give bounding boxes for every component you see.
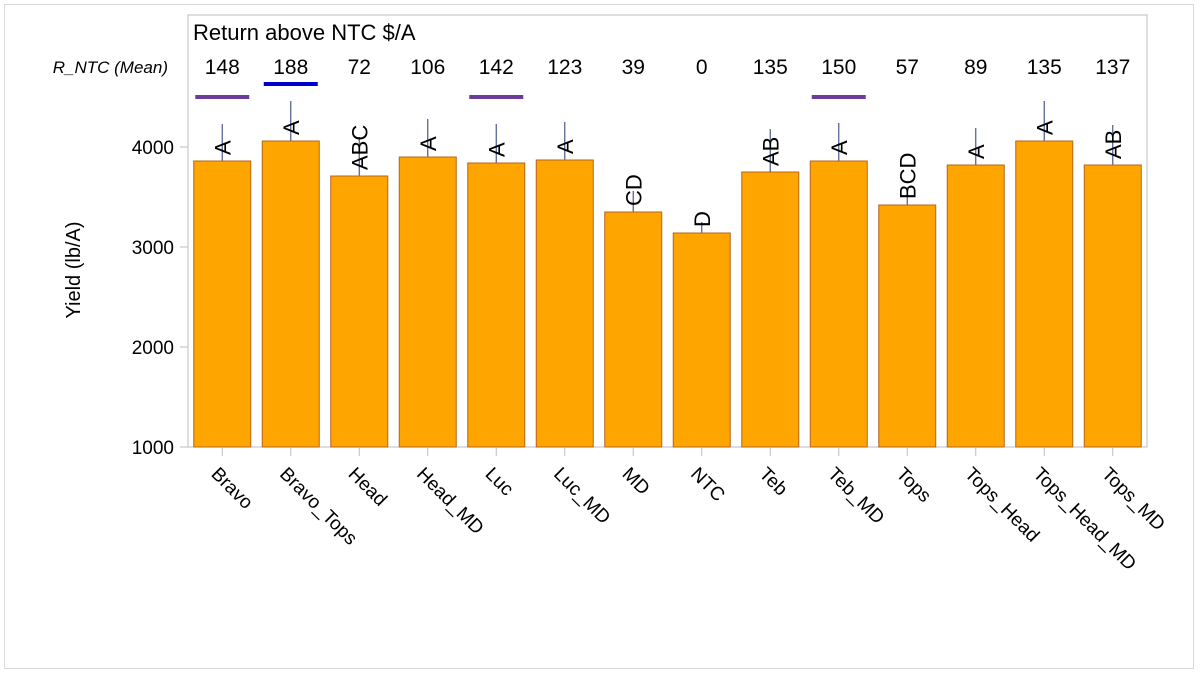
- bar-bravo-tops: [261, 140, 320, 448]
- letter-group-label: A: [553, 139, 578, 154]
- highlight-mark: [195, 95, 250, 99]
- x-tick-label: Luc_MD: [549, 464, 614, 529]
- letter-group-label: A: [416, 136, 441, 151]
- r-ntc-value: 57: [896, 56, 919, 79]
- plot-area: [187, 14, 1148, 448]
- bar-tops-md: [1083, 164, 1142, 448]
- r-ntc-value: 150: [821, 56, 856, 79]
- letter-group-label: A: [484, 142, 509, 157]
- letter-group-label: A: [1032, 120, 1057, 135]
- r-ntc-value: 135: [1027, 56, 1062, 79]
- bar-teb-md: [809, 160, 868, 448]
- bar-head: [330, 175, 389, 448]
- bar-head-md: [398, 156, 457, 448]
- x-tick-label: Tops_MD: [1097, 464, 1169, 536]
- y-axis: 1000 2000 3000 4000: [132, 138, 188, 459]
- r-ntc-value: 106: [410, 56, 445, 79]
- letter-group-label: A: [279, 120, 304, 135]
- letter-group-label: BCD: [895, 153, 920, 199]
- x-tick-label: Tops: [892, 464, 935, 507]
- y-tick-label: 1000: [132, 438, 174, 459]
- bar-teb: [741, 171, 800, 448]
- y-tick-label: 4000: [132, 138, 174, 159]
- x-tick-label: Bravo: [207, 464, 257, 514]
- r-ntc-value: 89: [964, 56, 987, 79]
- r-ntc-value: 39: [622, 56, 645, 79]
- bar-luc: [467, 162, 526, 448]
- y-axis-label: Yield (lb/A): [63, 221, 85, 318]
- highlight-mark: [469, 95, 524, 99]
- r-ntc-value: 123: [547, 56, 582, 79]
- x-tick-label: Head_MD: [412, 464, 487, 539]
- x-tick-label: Luc: [481, 464, 518, 501]
- y-tick-label: 2000: [132, 338, 174, 359]
- r-ntc-value: 0: [696, 56, 708, 79]
- letter-group-label: CD: [621, 174, 646, 206]
- bar-bravo: [193, 160, 252, 448]
- letter-group-label: AB: [1101, 130, 1126, 159]
- r-ntc-value: 72: [348, 56, 371, 79]
- r-ntc-value: 148: [205, 56, 240, 79]
- letter-group-label: A: [964, 144, 989, 159]
- r-ntc-value: 188: [273, 56, 308, 79]
- r-ntc-value: 142: [479, 56, 514, 79]
- x-tick-label: MD: [618, 464, 654, 500]
- letter-group-label: A: [210, 140, 235, 155]
- y-tick-label: 3000: [132, 238, 174, 259]
- bar-tops: [878, 204, 937, 448]
- bar-ntc: [672, 232, 731, 448]
- bars-group: A A ABC A A A CD D AB A BCD A A AB: [193, 101, 1142, 448]
- figure-frame: [4, 4, 1194, 669]
- letter-group-label: ABC: [347, 125, 372, 170]
- x-tick-label: NTC: [686, 464, 728, 506]
- letter-group-label: A: [827, 140, 852, 155]
- r-ntc-row-label: R_NTC (Mean): [53, 58, 168, 77]
- bar-tops-head: [946, 164, 1005, 448]
- bar-luc-md: [535, 159, 594, 448]
- x-tick-label: Head: [344, 464, 391, 511]
- x-tick-label: Teb: [755, 464, 792, 501]
- r-ntc-values-row: 148 188 72 106 142 123 39 0 135 150 57 89 135 137: [195, 56, 1130, 99]
- x-tick-label: Teb_MD: [823, 464, 888, 529]
- bar-tops-head-md: [1015, 140, 1074, 448]
- highlight-mark: [263, 82, 318, 86]
- letter-group-label: D: [690, 211, 715, 227]
- chart-title: Return above NTC $/A: [193, 20, 416, 45]
- letter-group-label: AB: [758, 137, 783, 166]
- highlight-mark: [811, 95, 866, 99]
- r-ntc-value: 135: [753, 56, 788, 79]
- bar-md: [604, 211, 663, 448]
- r-ntc-value: 137: [1095, 56, 1130, 79]
